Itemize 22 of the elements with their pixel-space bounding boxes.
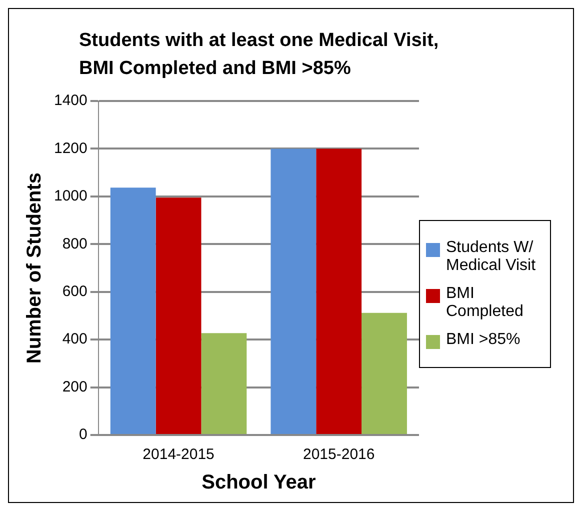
y-tick-label: 1200 [54,140,88,157]
x-tick-label: 2014-2015 [142,446,214,464]
x-axis-title: School Year [202,472,316,494]
bar [362,312,407,434]
y-tick-label: 1000 [54,188,88,205]
bar [156,198,202,434]
x-tick-label: 2015-2016 [302,446,375,464]
y-axis-title: Number of Students [24,172,46,364]
y-tick-label: 200 [62,378,88,396]
y-tick-label: 800 [62,235,88,252]
legend-label: BMI Completed [446,285,524,321]
bar [201,333,247,434]
bar [110,188,156,434]
bar [316,148,362,434]
legend-label: Students W/ Medical Visit [446,239,537,275]
y-tick-label: 600 [62,283,88,300]
y-tick-label: 400 [62,330,88,348]
bar [270,148,316,434]
legend-label: BMI >85% [446,331,520,349]
y-tick-label: 1400 [54,92,88,110]
y-tick-label: 0 [79,426,88,444]
chart-title: Students with at least one Medical Visit, BMI Completed and BMI >85% [79,29,440,81]
